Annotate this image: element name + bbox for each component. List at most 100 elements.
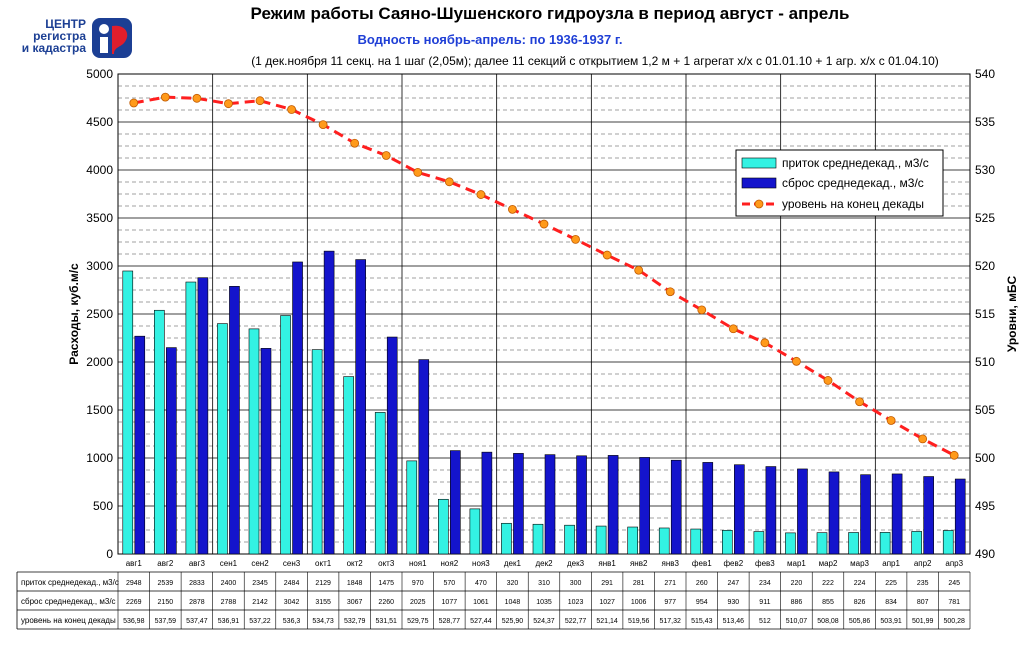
table-cell: 501,99 bbox=[912, 618, 934, 625]
y-tick-label: 3500 bbox=[86, 211, 113, 225]
x-tick-label: окт2 bbox=[347, 559, 364, 568]
table-cell: 220 bbox=[791, 580, 803, 587]
level-marker bbox=[602, 250, 612, 260]
table-cell: 245 bbox=[948, 580, 960, 587]
y-right-tick-label: 530 bbox=[975, 163, 995, 177]
table-cell: 536,3 bbox=[283, 618, 301, 625]
table-cell: 834 bbox=[885, 599, 897, 606]
bar-inflow bbox=[816, 532, 828, 555]
y-right-tick-label: 505 bbox=[975, 403, 995, 417]
table-row-label: сброс среднедекад., м3/с bbox=[21, 597, 116, 606]
y-right-tick-label: 515 bbox=[975, 307, 995, 321]
table-cell: 536,91 bbox=[218, 618, 240, 625]
table-cell: 528,77 bbox=[439, 618, 461, 625]
bar-inflow bbox=[154, 309, 165, 555]
x-tick-label: авг1 bbox=[126, 559, 143, 568]
bar-inflow bbox=[406, 460, 418, 555]
bar-inflow bbox=[122, 270, 134, 555]
bar-inflow bbox=[343, 376, 354, 555]
level-marker bbox=[697, 305, 707, 315]
level-marker bbox=[413, 167, 423, 177]
y-right-tick-label: 535 bbox=[975, 115, 995, 129]
bar-inflow bbox=[217, 323, 228, 555]
x-tick-label: авг3 bbox=[189, 559, 206, 568]
table-cell: 536,98 bbox=[123, 618, 145, 625]
bar-outflow bbox=[702, 462, 714, 555]
table-cell: 521,14 bbox=[596, 618, 618, 625]
table-cell: 235 bbox=[917, 580, 929, 587]
bar-outflow bbox=[544, 454, 556, 555]
table-cell: 2539 bbox=[158, 580, 174, 587]
table-cell: 525,90 bbox=[502, 618, 524, 625]
bar-inflow bbox=[722, 529, 733, 555]
bar-outflow bbox=[260, 348, 272, 555]
bar-outflow bbox=[355, 259, 366, 555]
level-marker bbox=[949, 450, 959, 460]
bar-outflow bbox=[923, 476, 934, 555]
legend-label-level: уровень на конец декады bbox=[782, 197, 924, 211]
table-cell: 500,28 bbox=[944, 618, 966, 625]
table-cell: 3155 bbox=[315, 599, 331, 606]
table-cell: 260 bbox=[696, 580, 708, 587]
table-cell: 537,47 bbox=[186, 618, 208, 625]
x-tick-label: фев1 bbox=[692, 559, 712, 568]
table-cell: 2788 bbox=[221, 599, 237, 606]
y-tick-label: 1000 bbox=[86, 451, 113, 465]
y-tick-label: 3000 bbox=[86, 259, 113, 273]
level-marker bbox=[508, 204, 517, 214]
table-cell: 234 bbox=[759, 580, 771, 587]
table-cell: 281 bbox=[633, 580, 645, 587]
bar-outflow bbox=[513, 453, 524, 555]
table-cell: 513,46 bbox=[723, 618, 745, 625]
bar-inflow bbox=[438, 498, 449, 555]
table-cell: 531,51 bbox=[376, 618, 398, 625]
bar-inflow bbox=[501, 522, 512, 555]
bar-outflow bbox=[418, 359, 430, 555]
x-tick-label: ноя1 bbox=[409, 559, 427, 568]
level-marker bbox=[571, 235, 580, 244]
x-tick-label: дек1 bbox=[504, 559, 522, 568]
table-cell: 519,56 bbox=[628, 618, 650, 625]
bar-outflow bbox=[450, 450, 461, 555]
bar-inflow bbox=[532, 523, 544, 555]
table-cell: 534,73 bbox=[312, 618, 334, 625]
y-tick-label: 500 bbox=[93, 499, 113, 513]
table-cell: 2025 bbox=[410, 599, 426, 606]
level-marker bbox=[381, 151, 391, 160]
level-marker bbox=[886, 416, 896, 425]
bar-inflow bbox=[911, 531, 922, 555]
table-cell: 1077 bbox=[442, 599, 458, 606]
y-right-tick-label: 500 bbox=[975, 451, 995, 465]
table-cell: 247 bbox=[727, 580, 739, 587]
level-marker bbox=[539, 219, 549, 229]
level-marker bbox=[255, 96, 265, 106]
table-cell: 1006 bbox=[631, 599, 647, 606]
table-row-label: уровень на конец декады bbox=[21, 616, 116, 625]
table-cell: 524,37 bbox=[533, 618, 555, 625]
bar-outflow bbox=[323, 250, 335, 555]
bar-inflow bbox=[595, 525, 607, 555]
x-tick-label: мар2 bbox=[819, 559, 838, 568]
bar-outflow bbox=[828, 471, 840, 555]
table-cell: 1035 bbox=[536, 599, 552, 606]
table-cell: 310 bbox=[538, 580, 550, 587]
bar-outflow bbox=[860, 474, 871, 555]
table-cell: 886 bbox=[791, 599, 803, 606]
x-tick-label: окт1 bbox=[315, 559, 332, 568]
y-right-tick-label: 540 bbox=[975, 67, 995, 81]
x-tick-label: фев3 bbox=[755, 559, 775, 568]
table-cell: 2150 bbox=[158, 599, 174, 606]
table-cell: 510,07 bbox=[786, 618, 808, 625]
bar-inflow bbox=[185, 281, 197, 555]
legend-swatch-outflow bbox=[741, 177, 777, 189]
table-cell: 855 bbox=[822, 599, 834, 606]
y-right-tick-label: 490 bbox=[975, 547, 995, 561]
level-marker bbox=[855, 397, 864, 407]
table-cell: 1048 bbox=[505, 599, 521, 606]
level-marker bbox=[160, 92, 170, 102]
table-cell: 2833 bbox=[189, 580, 205, 587]
logo-emblem-icon bbox=[92, 18, 132, 58]
level-marker bbox=[760, 338, 770, 348]
table-cell: 2142 bbox=[252, 599, 268, 606]
bar-outflow bbox=[386, 336, 398, 555]
